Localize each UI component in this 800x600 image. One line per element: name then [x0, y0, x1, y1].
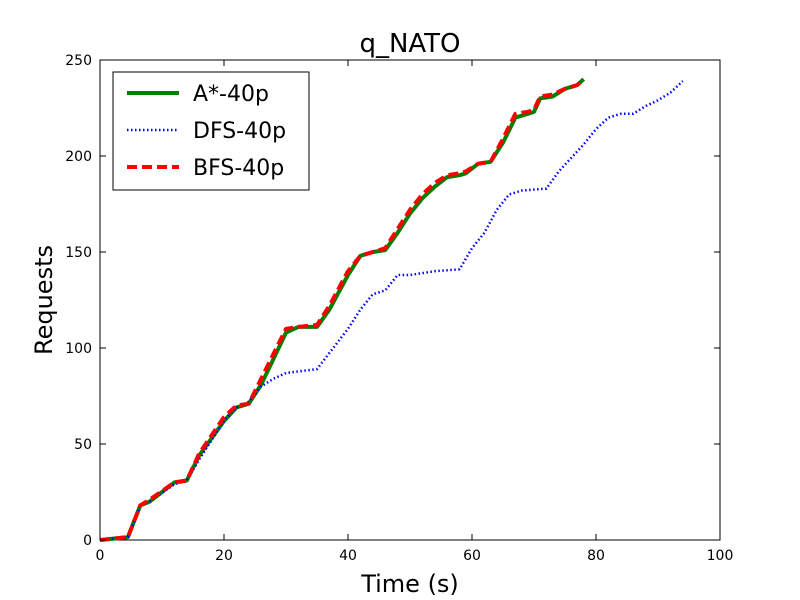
y-tick-label: 0 [83, 533, 92, 549]
x-tick-label: 80 [587, 548, 605, 564]
y-tick-label: 150 [65, 245, 92, 261]
y-tick-label: 200 [65, 149, 92, 165]
y-tick-label: 100 [65, 341, 92, 357]
y-tick-label: 50 [74, 437, 92, 453]
series-lines [99, 77, 684, 542]
y-axis-label: Requests [30, 245, 58, 355]
axis-ticks: 0 20 40 60 80 100 0 50 100 150 200 250 [65, 53, 733, 564]
x-tick-label: 60 [463, 548, 481, 564]
series-line-dfs-40p [99, 80, 684, 542]
chart-title: q_NATO [359, 29, 460, 59]
legend-label: DFS-40p [193, 119, 286, 144]
x-tick-label: 40 [339, 548, 357, 564]
x-tick-label: 0 [96, 548, 105, 564]
legend-label: BFS-40p [193, 156, 284, 181]
x-tick-label: 20 [215, 548, 233, 564]
legend-label: A*-40p [193, 82, 269, 107]
x-axis-label: Time (s) [360, 570, 459, 598]
legend: A*-40p DFS-40p BFS-40p [112, 71, 310, 191]
series-line-bfs-40p [99, 77, 585, 542]
y-tick-label: 250 [65, 53, 92, 69]
x-tick-label: 100 [707, 548, 734, 564]
